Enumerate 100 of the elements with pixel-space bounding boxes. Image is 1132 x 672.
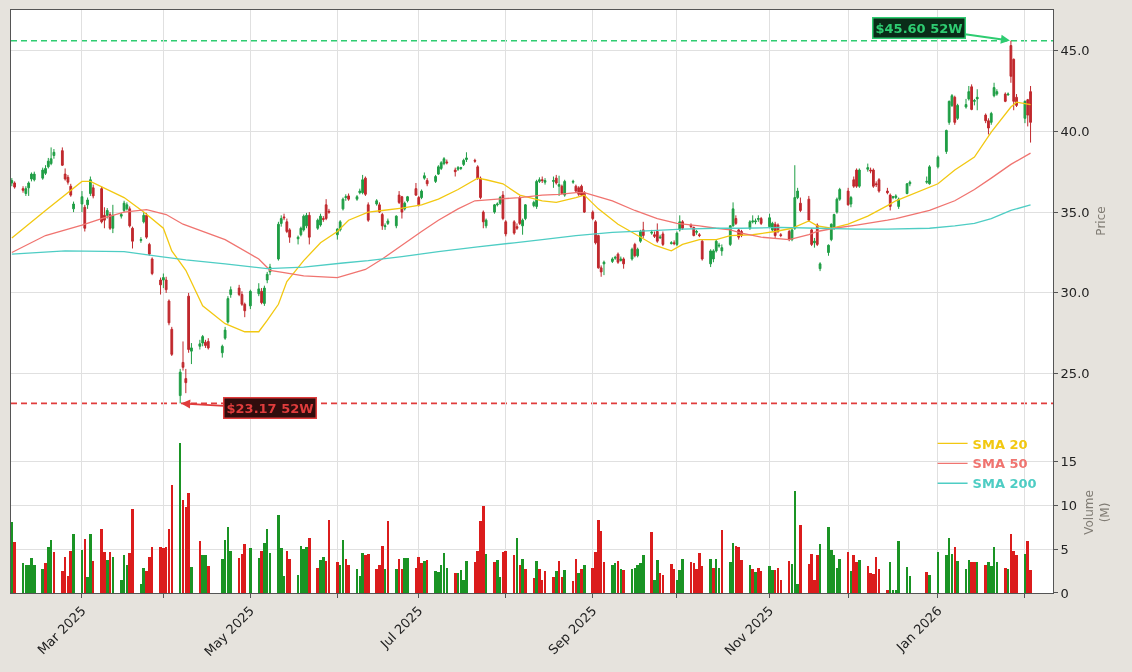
bar <box>757 567 760 593</box>
bar <box>712 567 715 593</box>
candlestick <box>305 212 308 229</box>
y-tick-label: 45.0 <box>1060 42 1090 58</box>
candlestick <box>164 276 168 294</box>
candlestick <box>422 171 426 181</box>
candlestick <box>142 211 146 224</box>
bar <box>732 542 734 593</box>
bar <box>384 568 386 593</box>
bar <box>799 524 802 593</box>
bar <box>286 550 288 593</box>
candlestick <box>692 226 696 237</box>
candlestick <box>49 146 53 166</box>
legend-label: SMA 200 <box>972 476 1037 492</box>
bar <box>345 558 347 593</box>
bar <box>22 562 24 593</box>
bar <box>53 551 55 593</box>
bar <box>737 546 740 593</box>
bar <box>681 558 684 593</box>
candlestick <box>420 188 423 200</box>
bar <box>555 570 558 593</box>
candlestick <box>355 194 359 202</box>
candlestick <box>167 298 171 326</box>
bar <box>381 545 384 593</box>
candlestick <box>139 236 143 244</box>
candlestick <box>552 176 555 189</box>
candlestick <box>437 164 440 176</box>
bar <box>258 557 260 593</box>
bar <box>993 546 995 593</box>
candlestick <box>170 326 174 357</box>
bar <box>721 529 723 593</box>
candlestick <box>302 214 306 232</box>
candlestick <box>754 218 757 225</box>
candlestick <box>434 174 437 184</box>
candlestick <box>122 200 126 213</box>
candlestick <box>493 203 496 215</box>
y-tick-label: 25.0 <box>1060 366 1090 382</box>
candlestick <box>21 185 25 194</box>
candlestick <box>456 165 460 172</box>
candlestick <box>316 218 320 231</box>
candlestick <box>161 273 165 289</box>
candlestick <box>827 243 830 257</box>
candlestick <box>675 231 679 247</box>
bar <box>650 531 653 593</box>
bar <box>749 564 751 593</box>
candlestick <box>799 197 802 213</box>
y-tick-label: 30.0 <box>1060 285 1090 301</box>
bar <box>777 567 779 593</box>
bar <box>249 547 252 593</box>
bar <box>13 541 16 593</box>
candlestick <box>223 326 227 341</box>
bar <box>41 568 44 593</box>
bar <box>243 543 246 593</box>
candlestick <box>779 232 783 238</box>
candlestick <box>700 239 704 262</box>
candlestick <box>619 256 623 262</box>
bar <box>535 560 538 593</box>
candlestick <box>394 214 398 229</box>
candlestick <box>633 242 637 258</box>
bar <box>524 568 527 593</box>
y-axis-title: Volume (M) <box>1082 490 1112 535</box>
candlestick <box>846 187 850 207</box>
bar <box>434 570 437 593</box>
candlestick <box>768 213 771 229</box>
bar <box>11 521 13 593</box>
candlestick <box>591 209 595 221</box>
bar <box>925 571 928 593</box>
bar <box>889 561 891 593</box>
bar <box>827 526 830 593</box>
bar <box>227 526 229 593</box>
bar <box>558 560 560 593</box>
candlestick <box>720 243 724 257</box>
candlestick <box>24 185 28 197</box>
candlestick <box>473 158 477 164</box>
candlestick <box>557 175 561 197</box>
candlestick <box>672 239 676 246</box>
candlestick <box>616 252 620 265</box>
y-tick-label: 40.0 <box>1060 123 1090 139</box>
legend-label: SMA 50 <box>972 456 1028 472</box>
bar <box>89 533 92 593</box>
candlestick <box>190 342 193 365</box>
bar <box>954 546 956 593</box>
line-series <box>11 152 1032 279</box>
candlestick <box>198 339 202 351</box>
candlestick <box>72 201 75 213</box>
candlestick <box>636 247 640 258</box>
candlestick <box>27 180 31 197</box>
y-tick-label: 15 <box>1060 454 1078 470</box>
candlestick <box>341 197 345 211</box>
candlestick <box>204 339 207 349</box>
bar <box>690 561 692 593</box>
candlestick <box>602 260 606 276</box>
candlestick <box>577 185 581 197</box>
candlestick <box>319 213 322 228</box>
candlestick <box>956 103 959 121</box>
candlestick <box>540 176 544 184</box>
y-tick-label: 35.0 <box>1060 204 1090 220</box>
bar <box>956 560 959 593</box>
candlestick <box>535 179 538 210</box>
bar <box>1024 553 1026 593</box>
